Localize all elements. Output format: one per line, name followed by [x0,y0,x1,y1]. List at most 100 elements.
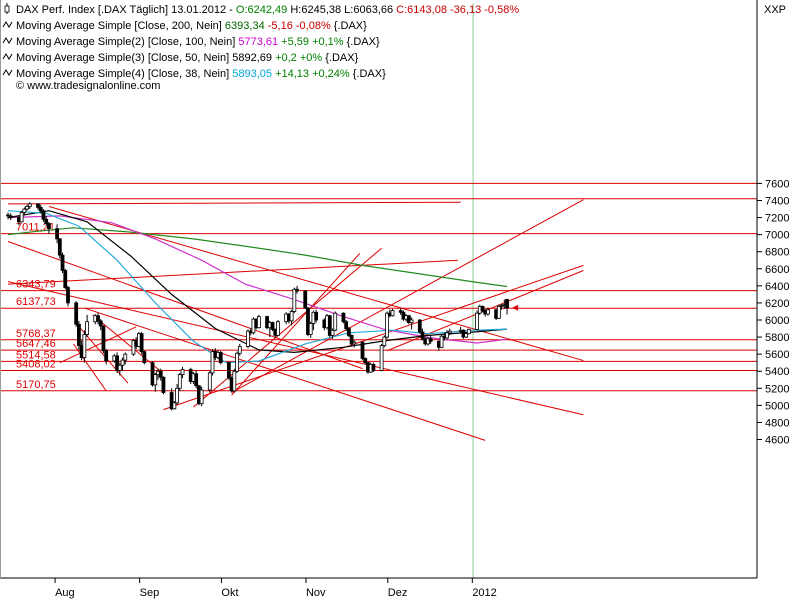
candle-body-up [235,352,239,372]
y-tick-label: 6400 [765,281,789,293]
candle [390,308,395,317]
candle [505,298,509,315]
trendline [84,307,486,441]
candle [447,328,452,336]
y-tick-label: 5000 [765,400,789,412]
candle-body-down [115,355,119,371]
x-tick-label: Sep [140,587,160,599]
candle [314,309,319,323]
x-tick-label: Aug [55,587,75,599]
legend-label: Moving Average Simple(4) [Close, 38, Nei… [16,68,232,80]
legend-row: Moving Average Simple(4) [Close, 38, Nei… [16,68,386,80]
trendline [73,343,107,392]
legend-label: DAX Perf. Index [.DAX Täglich] 13.01.201… [16,4,236,16]
legend-value: +0,2 +0% [272,52,322,64]
candle [22,207,27,216]
candle [360,341,365,361]
candle [57,238,62,259]
candle [303,290,308,309]
candle [172,401,177,410]
candle [98,319,103,331]
legend-label: Moving Average Simple(2) [Close, 100, Ne… [16,36,238,48]
trendline [193,247,382,408]
candle [19,210,24,223]
legend-value: {.DAX} [350,68,386,80]
legend-value: 5773,61 [238,36,278,48]
candle-body-up [85,321,89,335]
x-tick-label: 2012 [472,587,496,599]
candle-body-up [379,345,384,371]
candle-body-down [505,298,509,309]
candle [398,308,403,315]
candle [139,331,144,355]
candle [428,334,433,344]
candle-body-down [371,363,376,371]
candle-body-down [101,325,106,352]
candle [199,386,204,407]
candle-body-down [66,287,70,304]
candle-body-down [194,373,199,387]
candle [180,366,185,379]
candle [439,334,444,349]
candle-body-down [104,350,109,362]
candle-body-up [276,321,280,336]
y-tick-label: 5200 [765,383,789,395]
candle [169,388,174,411]
y-tick-label: 6600 [765,264,789,276]
candle-body-up [210,351,215,374]
candle [66,285,70,307]
candle [74,301,79,327]
candle-body-up [153,374,158,386]
candle-body-up [333,312,338,331]
candle [96,313,100,325]
line-icon [2,53,13,60]
candle [226,361,231,380]
candle [85,314,89,338]
line-icon [2,69,13,76]
candle [327,314,332,338]
candle-body-up [464,333,469,338]
candle [161,376,166,395]
legend-value: {.DAX} [344,36,380,48]
y-tick-label: 4800 [765,417,789,429]
legend-value: 5893,05 [232,68,272,80]
candle-body-up [246,330,250,347]
candle-body-down [158,370,163,378]
legend-value: +14,13 +0,24% [272,68,350,80]
candle-body-down [36,203,40,208]
candle [480,305,485,313]
level-label: 5514,58 [16,349,56,361]
candle-body-up [439,335,444,348]
candle [36,203,40,210]
candle-body-down [270,322,275,330]
legend-value: -5,16 -0,08% [265,20,331,32]
candle [101,325,106,354]
current-price-marker [512,304,519,311]
candle-body-down [265,316,269,329]
candle-body-up [385,312,389,338]
candle-body-down [218,352,223,364]
legend-row: DAX Perf. Index [.DAX Täglich] 13.01.201… [16,4,519,16]
candle-body-down [57,238,62,256]
candle [363,357,368,365]
candle [150,360,155,387]
candle [330,328,335,339]
candle-body-down [303,290,308,309]
candle [218,350,223,365]
y-tick-label: 5800 [765,332,789,344]
candle-body-up [82,334,87,358]
candle-body-up [308,323,313,335]
legend-value: +5,59 +0,1% [278,36,344,48]
candle-body-down [55,228,59,240]
candle [207,371,212,393]
trendline [92,314,162,372]
candle [44,215,49,227]
candle-body-down [363,358,368,364]
candle-body-down [327,315,332,336]
candle-body-down [360,341,365,359]
candle [158,368,163,381]
legend-value: H:6245,38 [287,4,341,16]
y-tick-label: 6000 [765,315,789,327]
